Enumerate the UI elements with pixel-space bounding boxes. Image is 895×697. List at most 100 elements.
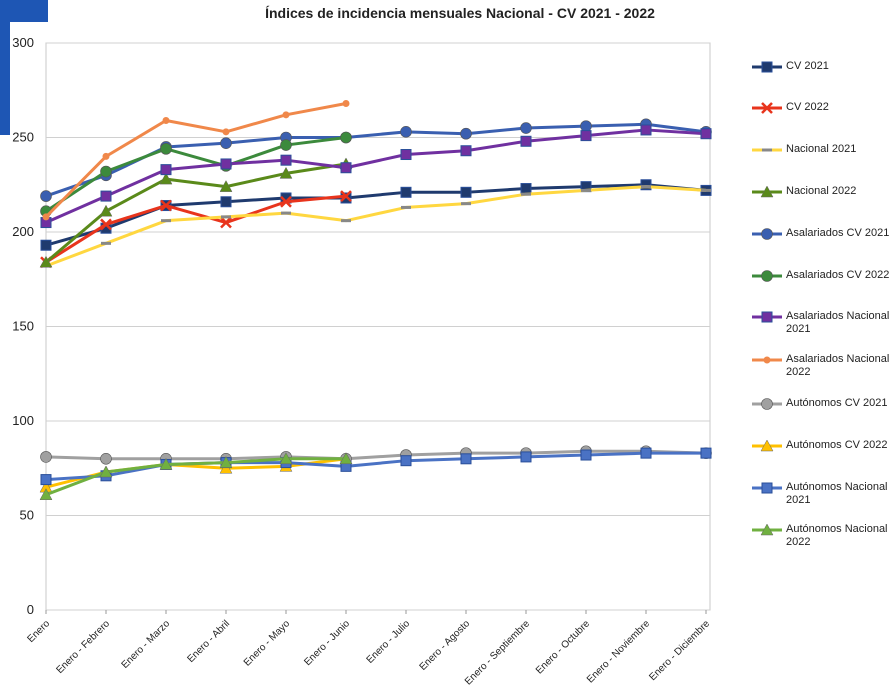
- marker: [220, 196, 232, 208]
- marker: [520, 183, 532, 195]
- marker: [400, 149, 412, 161]
- marker: [400, 186, 412, 198]
- marker: [102, 152, 110, 160]
- legend-marker: [761, 398, 773, 410]
- marker: [280, 195, 292, 208]
- series: [39, 452, 353, 500]
- marker: [640, 124, 652, 136]
- x-tick-label: Enero - Junio: [302, 618, 352, 668]
- legend-label: Asalariados CV 2021: [786, 227, 890, 239]
- marker: [40, 239, 52, 251]
- x-tick-label: Enero - Septiembre: [463, 618, 532, 687]
- marker: [400, 455, 412, 467]
- legend-label: Nacional 2021: [786, 143, 857, 155]
- x-tick-label: Enero - Agosto: [418, 618, 473, 673]
- marker: [460, 186, 472, 198]
- marker: [339, 452, 353, 465]
- legend-label: Autónomos CV 2021: [786, 397, 888, 409]
- marker: [222, 128, 230, 136]
- marker: [700, 128, 712, 140]
- y-tick-label: 300: [12, 35, 34, 50]
- legend-marker: [760, 523, 774, 536]
- x-tick-label: Enero - Abril: [185, 618, 232, 665]
- legend-label: CV 2022: [786, 101, 829, 113]
- series-line: [44, 102, 347, 218]
- series-line: [45, 194, 347, 264]
- marker: [461, 202, 471, 206]
- marker: [159, 172, 173, 185]
- y-tick-label: 100: [12, 413, 34, 428]
- marker: [160, 143, 172, 155]
- marker: [520, 122, 532, 134]
- marker: [40, 474, 52, 486]
- marker: [340, 131, 352, 144]
- x-tick-label: Enero - Mayo: [242, 618, 293, 669]
- corner-decoration: [0, 0, 48, 22]
- marker: [279, 166, 293, 179]
- legend-marker: [761, 61, 773, 73]
- marker: [99, 465, 113, 478]
- series-line: [45, 457, 346, 497]
- legend-label: Asalariados CV 2022: [786, 269, 890, 281]
- legend-marker: [761, 270, 773, 282]
- marker: [220, 216, 232, 229]
- marker: [281, 211, 291, 215]
- marker: [401, 205, 411, 209]
- legend-marker: [761, 482, 773, 494]
- marker: [280, 139, 292, 151]
- marker: [282, 111, 290, 119]
- marker: [40, 190, 52, 202]
- series-line: [45, 185, 707, 268]
- legend-marker: [760, 185, 774, 198]
- marker: [160, 164, 172, 176]
- y-tick-label: 0: [27, 602, 34, 617]
- marker: [219, 456, 233, 468]
- legend-marker: [763, 356, 771, 364]
- marker: [162, 116, 170, 124]
- marker: [161, 219, 171, 223]
- y-tick-label: 150: [12, 319, 34, 334]
- marker: [100, 452, 112, 465]
- legend-label: Autónomos CV 2022: [786, 439, 888, 451]
- marker: [99, 204, 113, 217]
- marker: [219, 180, 233, 192]
- x-tick-label: Enero - Noviembre: [585, 618, 652, 685]
- marker: [342, 99, 350, 107]
- marker: [280, 154, 292, 166]
- y-tick-label: 50: [20, 508, 34, 523]
- series-line: [45, 128, 707, 224]
- marker: [220, 137, 232, 149]
- legend-marker: [761, 228, 773, 240]
- marker: [580, 130, 592, 142]
- marker: [521, 192, 531, 196]
- series: [41, 185, 711, 268]
- series: [42, 99, 350, 221]
- legend-label: Asalariados Nacional 2021: [786, 310, 890, 335]
- series: [40, 131, 352, 218]
- marker: [460, 453, 472, 465]
- marker: [581, 188, 591, 192]
- x-tick-label: Enero: [25, 618, 52, 645]
- marker: [580, 449, 592, 461]
- marker: [641, 185, 651, 189]
- marker: [460, 145, 472, 157]
- legend-label: Autónomos Nacional 2021: [786, 481, 888, 506]
- marker: [640, 179, 652, 191]
- legend-marker: [761, 102, 773, 114]
- legend-label: CV 2021: [786, 60, 829, 72]
- series-line: [45, 136, 347, 213]
- marker: [100, 190, 112, 202]
- series: [40, 124, 712, 229]
- marker: [220, 158, 232, 170]
- marker: [520, 135, 532, 147]
- marker: [580, 120, 592, 132]
- marker: [340, 162, 352, 174]
- legend-label: Asalariados Nacional 2022: [786, 353, 890, 378]
- marker: [40, 451, 52, 463]
- marker: [101, 241, 111, 245]
- marker: [159, 457, 173, 470]
- marker: [39, 488, 53, 500]
- chart-title: Índices de incidencia mensuales Nacional…: [265, 5, 655, 21]
